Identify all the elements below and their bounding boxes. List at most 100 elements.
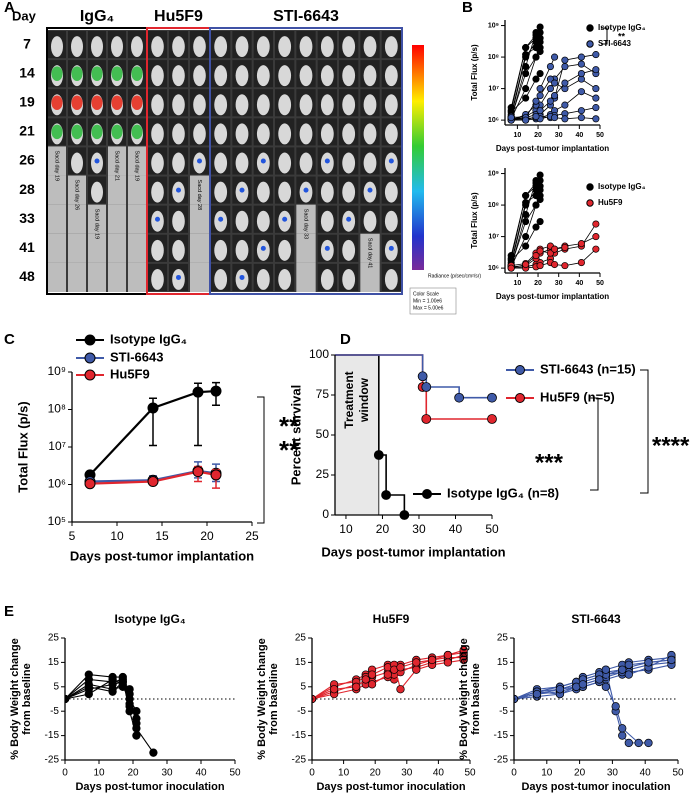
x-tick-label: 30 [401, 768, 413, 779]
y-tick-label: -5 [50, 706, 59, 717]
sacrificed-cell [68, 262, 86, 292]
point [125, 685, 134, 694]
point [532, 112, 540, 121]
significance-bracket [601, 27, 608, 45]
legend-label: Isotype IgG₄ [598, 23, 646, 32]
x-tick-label: 10 [93, 768, 105, 779]
mouse [342, 65, 356, 87]
mouse [235, 123, 249, 145]
legend-label: Hu5F9 [110, 366, 150, 381]
point [634, 738, 643, 748]
x-axis-label: Days post-tumor inoculation [521, 781, 670, 793]
mouse [172, 94, 185, 116]
x-tick-label: 0 [62, 768, 68, 779]
legend-label: Isotype IgG₄ [598, 182, 646, 191]
point [507, 114, 515, 122]
point [551, 245, 559, 253]
group-box [209, 27, 403, 295]
x-tick-label: 20 [574, 768, 586, 779]
sacrificed-cell [108, 175, 126, 205]
point [421, 414, 432, 424]
mouse [342, 268, 356, 290]
y-tick-label: -15 [45, 730, 60, 741]
point [592, 85, 600, 93]
chart-title: STI-6643 [571, 612, 621, 626]
mouse [91, 36, 103, 58]
signal [131, 124, 143, 140]
point [624, 670, 633, 679]
mouse [278, 65, 292, 87]
point [487, 392, 497, 403]
sacrificed-cell [108, 146, 126, 176]
point [536, 218, 544, 226]
point [132, 707, 141, 716]
x-tick-label: 30 [555, 132, 563, 139]
mouse [384, 210, 398, 232]
panel-label: A [4, 0, 15, 16]
point [532, 201, 540, 209]
y-tick-label: 10⁷ [48, 439, 66, 453]
point [522, 233, 530, 241]
x-tick-label: 40 [449, 522, 463, 536]
x-tick-label: 40 [575, 280, 583, 287]
sacrificed-cell [296, 262, 316, 292]
y-tick-label: 10⁷ [488, 233, 499, 240]
point [459, 646, 468, 655]
point [536, 47, 544, 56]
x-tick-label: 20 [200, 529, 214, 543]
mouse [384, 268, 398, 290]
y-tick-label: 5 [300, 681, 306, 692]
point [551, 53, 559, 61]
significance: ** [279, 411, 300, 441]
day-label: 41 [19, 239, 35, 255]
mouse [278, 36, 292, 58]
y-tick-label: 10⁵ [48, 514, 66, 528]
y-tick-label: -25 [45, 755, 60, 766]
y-axis-label: % Body Weight change [256, 638, 268, 759]
point [532, 223, 540, 231]
y-tick-label: -25 [292, 755, 307, 766]
x-tick-label: 0 [309, 768, 315, 779]
treatment-label: window [357, 377, 371, 423]
point [667, 655, 676, 665]
signal [388, 158, 394, 164]
y-tick-label: 10⁶ [488, 117, 499, 124]
point [551, 79, 559, 87]
x-tick-label: 20 [370, 768, 382, 779]
panel-label: C [4, 331, 15, 348]
legend-label: STI-6643 [598, 39, 631, 48]
legend-marker [84, 352, 96, 364]
y-tick-label: 10⁸ [48, 402, 66, 416]
legend-label: Hu5F9 [598, 198, 623, 207]
y-tick-label: 10⁷ [488, 85, 499, 92]
mouse [256, 65, 270, 87]
panel-label: E [4, 603, 14, 620]
point [522, 260, 530, 269]
sacrificed-cell [88, 204, 106, 234]
sacrificed-cell [128, 233, 146, 263]
point [147, 402, 159, 414]
point [592, 66, 600, 74]
chart-title: Isotype IgG₄ [114, 612, 185, 626]
point [561, 56, 569, 64]
mouse [363, 210, 377, 232]
signal [367, 187, 373, 193]
mouse [320, 65, 334, 87]
point [577, 114, 585, 122]
point [147, 476, 159, 488]
y-axis-label: % Body Weight change [458, 638, 470, 759]
point [578, 680, 588, 689]
significance-bracket [640, 369, 649, 494]
y-tick-label: 25 [48, 633, 60, 644]
point [383, 670, 392, 679]
mouse [363, 65, 377, 87]
legend-marker [422, 489, 432, 499]
sacrifice-label: Sacd day 19 [94, 209, 100, 240]
point [532, 75, 540, 83]
mouse [111, 36, 123, 58]
legend-marker [515, 393, 525, 403]
significance: ** [618, 31, 626, 41]
colorbar [412, 45, 424, 270]
sacrificed-cell [108, 262, 126, 292]
mouse [299, 94, 313, 116]
